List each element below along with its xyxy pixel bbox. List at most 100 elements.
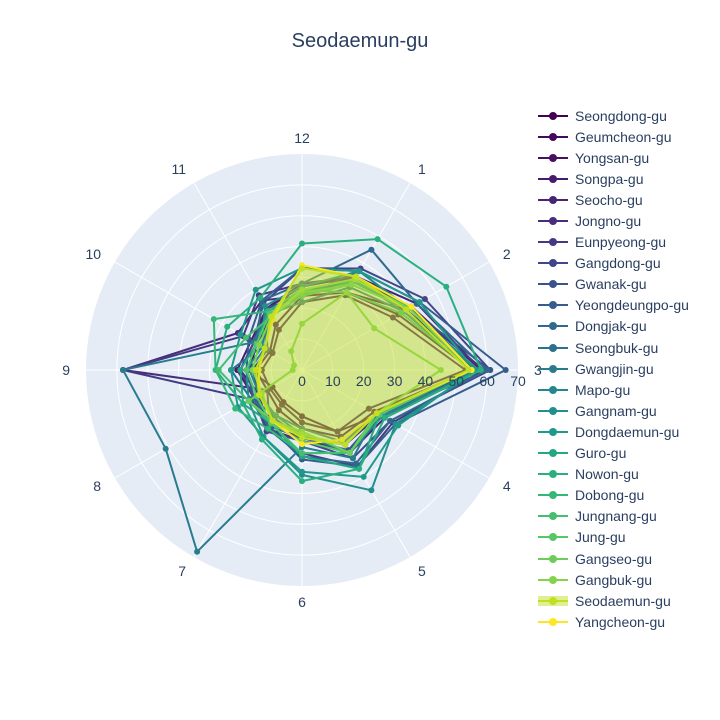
legend-label: Seongbuk-gu: [575, 339, 659, 356]
data-point: [242, 334, 249, 341]
legend-item[interactable]: Gangbuk-gu: [536, 569, 689, 590]
legend-label: Gwangjin-gu: [575, 360, 654, 377]
data-point: [258, 436, 265, 443]
legend-item[interactable]: Yeongdeungpo-gu: [536, 295, 689, 316]
legend-item[interactable]: Nowon-gu: [536, 464, 689, 485]
legend-swatch: [536, 151, 570, 165]
legend-item[interactable]: Dongjak-gu: [536, 316, 689, 337]
legend-swatch: [536, 277, 570, 291]
data-point: [395, 422, 402, 429]
legend-label: Nowon-gu: [575, 466, 639, 483]
data-point: [403, 306, 410, 313]
legend-item[interactable]: Guro-gu: [536, 443, 689, 464]
data-point: [368, 487, 375, 494]
radial-tick-label: 60: [479, 373, 495, 389]
legend-item[interactable]: Yongsan-gu: [536, 147, 689, 168]
angular-tick-label: 7: [178, 563, 186, 579]
legend-swatch: [536, 573, 570, 587]
angular-tick-label: 1: [418, 161, 426, 177]
legend-item[interactable]: Seongdong-gu: [536, 105, 689, 126]
data-point: [299, 450, 305, 457]
data-point: [256, 391, 263, 398]
legend-label: Seodaemun-gu: [575, 592, 671, 609]
data-point: [262, 302, 268, 309]
angular-tick-label: 11: [171, 161, 186, 177]
data-point: [237, 331, 244, 338]
legend-item[interactable]: Yangcheon-gu: [536, 611, 689, 632]
legend-swatch: [536, 594, 570, 608]
data-point: [210, 316, 217, 323]
data-point: [299, 478, 305, 485]
legend-item[interactable]: Gangseo-gu: [536, 548, 689, 569]
radial-tick-label: 70: [510, 373, 526, 389]
legend-item[interactable]: Seongbuk-gu: [536, 337, 689, 358]
legend-swatch: [536, 615, 570, 629]
data-point: [478, 367, 484, 373]
legend-swatch: [536, 193, 570, 207]
legend-swatch: [536, 552, 570, 566]
legend-label: Jung-gu: [575, 529, 626, 546]
legend-item[interactable]: Dongdaemun-gu: [536, 421, 689, 442]
angular-tick-label: 5: [418, 563, 426, 579]
legend-swatch: [536, 130, 570, 144]
legend-label: Dongdaemun-gu: [575, 423, 680, 440]
angular-tick-label: 2: [503, 246, 511, 262]
legend-item[interactable]: Eunpyeong-gu: [536, 232, 689, 253]
legend: Seongdong-gu Geumcheon-gu Yongsan-gu Songpa…: [536, 105, 689, 632]
legend-item[interactable]: Jungnang-gu: [536, 506, 689, 527]
data-point: [261, 345, 268, 352]
data-point: [162, 445, 169, 452]
data-point: [243, 367, 250, 373]
chart-title: Seodaemun-gu: [291, 30, 429, 52]
data-point: [232, 405, 239, 412]
data-point: [360, 473, 367, 480]
legend-label: Gwanak-gu: [575, 276, 647, 293]
data-point: [381, 414, 388, 421]
data-point: [421, 296, 428, 302]
legend-swatch: [536, 341, 570, 355]
legend-swatch: [536, 298, 570, 312]
radial-tick-label: 20: [356, 373, 372, 389]
data-point: [373, 410, 380, 417]
legend-item[interactable]: Gangnam-gu: [536, 400, 689, 421]
data-point: [416, 299, 423, 306]
legend-swatch: [536, 404, 570, 418]
legend-item[interactable]: Geumcheon-gu: [536, 126, 689, 147]
data-point: [120, 367, 126, 373]
angular-tick-label: 6: [298, 594, 306, 610]
series-seodaemun-gu: [252, 265, 472, 448]
legend-swatch: [536, 362, 570, 376]
angular-tick-label: 12: [294, 130, 310, 146]
legend-item[interactable]: Dobong-gu: [536, 485, 689, 506]
legend-swatch: [536, 235, 570, 249]
legend-item[interactable]: Gwangjin-gu: [536, 358, 689, 379]
radial-tick-label: 50: [448, 373, 464, 389]
legend-item[interactable]: Songpa-gu: [536, 168, 689, 189]
data-point: [215, 367, 222, 373]
legend-label: Songpa-gu: [575, 170, 644, 187]
data-point: [353, 460, 359, 467]
legend-item[interactable]: Seodaemun-gu: [536, 590, 689, 611]
data-point: [342, 441, 349, 448]
legend-item[interactable]: Mapo-gu: [536, 379, 689, 400]
legend-swatch: [536, 530, 570, 544]
legend-item[interactable]: Seocho-gu: [536, 189, 689, 210]
legend-item[interactable]: Jung-gu: [536, 527, 689, 548]
data-point: [245, 397, 252, 404]
legend-swatch: [536, 509, 570, 523]
legend-item[interactable]: Jongno-gu: [536, 210, 689, 231]
legend-item[interactable]: Gwanak-gu: [536, 274, 689, 295]
legend-label: Geumcheon-gu: [575, 128, 672, 145]
legend-label: Guro-gu: [575, 445, 627, 462]
data-point: [240, 400, 247, 407]
legend-label: Eunpyeong-gu: [575, 234, 667, 251]
legend-item[interactable]: Gangdong-gu: [536, 253, 689, 274]
legend-swatch: [536, 109, 570, 123]
data-point: [265, 425, 272, 432]
data-point: [502, 367, 509, 373]
data-point: [368, 246, 375, 253]
data-point: [257, 294, 264, 301]
legend-swatch: [536, 488, 570, 502]
data-point: [299, 434, 305, 441]
